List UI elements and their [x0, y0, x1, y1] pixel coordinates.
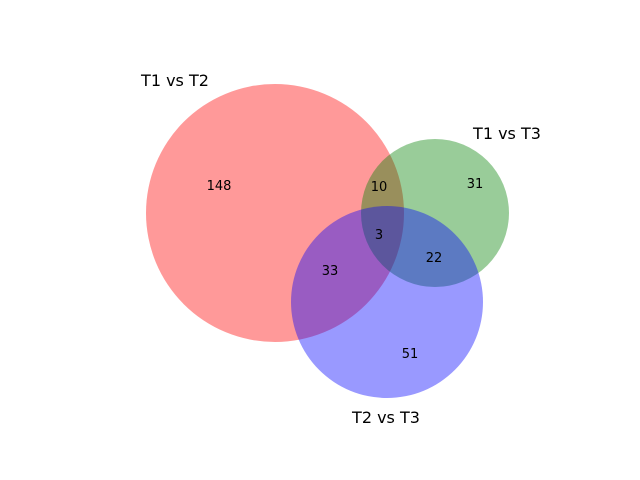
set-label-t1-vs-t3: T1 vs T3 [472, 124, 541, 143]
region-count-only-t1-vs-t3: 31 [467, 177, 484, 192]
region-count-only-t1-vs-t2: 148 [207, 179, 232, 194]
set-circle-t2-vs-t3 [291, 206, 483, 398]
region-count-only-t2-vs-t3: 51 [402, 347, 419, 362]
region-count-t1t3-and-t2t3: 22 [426, 251, 443, 266]
set-circle-t1-vs-t3 [361, 139, 509, 287]
set-circle-t1-vs-t2 [146, 84, 404, 342]
set-label-t1-vs-t2: T1 vs T2 [140, 71, 209, 90]
set-label-t2-vs-t3: T2 vs T3 [351, 408, 420, 427]
region-count-t1t2-and-t1t3: 10 [371, 180, 388, 195]
region-count-all-three: 3 [375, 228, 383, 243]
region-count-t1t2-and-t2t3: 33 [322, 264, 339, 279]
